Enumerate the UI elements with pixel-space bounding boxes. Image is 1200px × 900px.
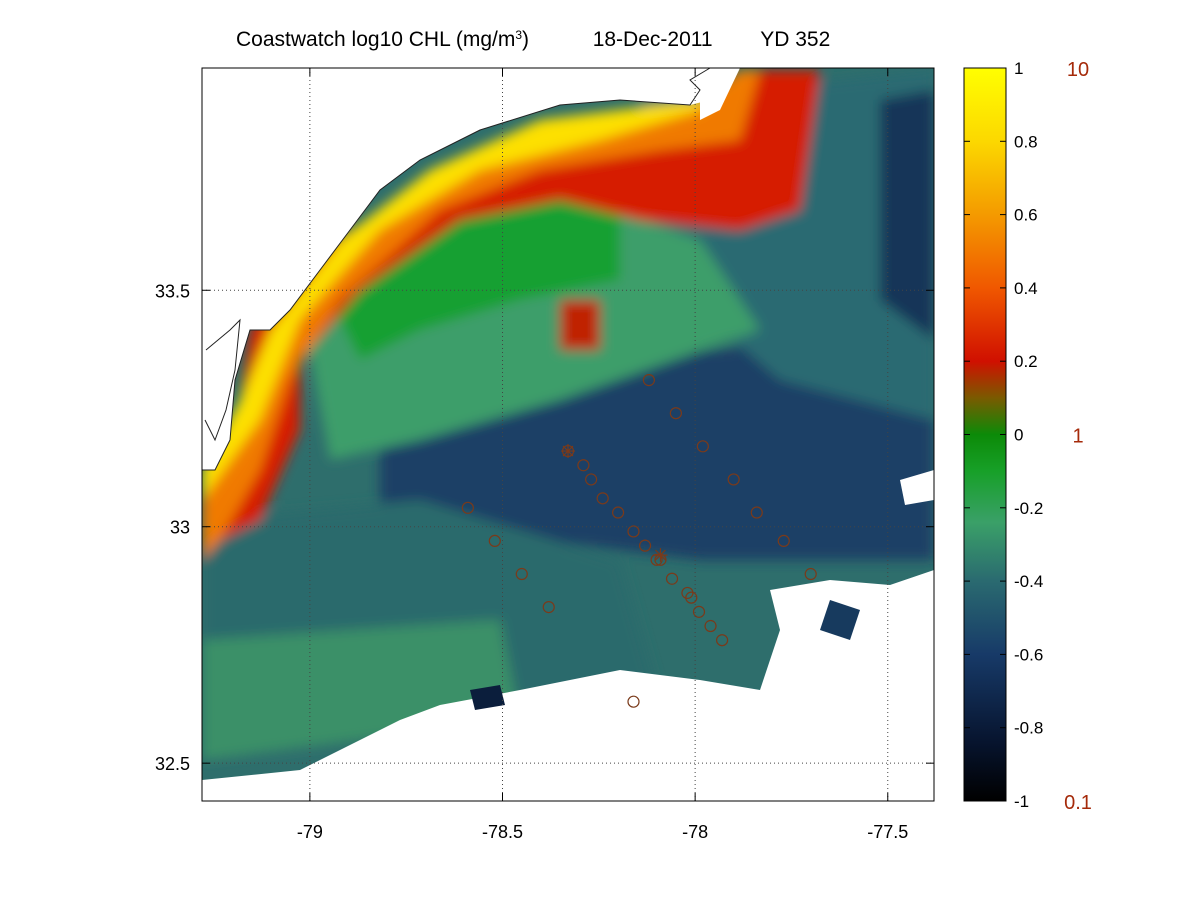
station-marker [611,506,625,519]
station-star-marker [653,548,668,563]
colorbar-tick-label: 1 [1014,59,1023,78]
lat-tick-label: 33.5 [155,281,190,301]
station-marker [704,619,717,633]
station-marker [777,534,790,548]
colorbar-tick-label: 0.4 [1014,279,1038,298]
station-marker [638,539,652,552]
station-marker [716,634,729,647]
lon-tick-label: -78 [682,822,708,842]
colorbar-ticks: 1 0.8 0.6 0.4 0.2 0 -0.2 -0.4 -0.6 -0.8 -1 10 1 0.1 [964,59,1092,814]
chart-title: Coastwatch log10 CHL (mg/m3) 18-Dec-2011… [236,28,830,52]
station-marker [542,601,555,614]
lat-tick-label: 32.5 [155,754,190,774]
station-marker [804,567,817,581]
station-marker [627,525,640,538]
colorbar-tick-label: -0.8 [1014,719,1043,738]
station-marker [627,695,640,708]
axis-tick-labels: -79 -78.5 -78 -77.5 33.5 33 32.5 [155,281,908,842]
station-marker [461,501,474,514]
station-marker [750,506,763,519]
station-marker [696,440,709,453]
title-main: Coastwatch log10 CHL (mg/m3) [236,28,530,51]
map-frame [201,67,935,802]
station-marker [685,591,698,604]
colorbar-tick-label: -0.4 [1014,572,1043,591]
station-markers [461,374,817,708]
lat-tick-label: 33 [170,518,190,538]
colorbar-chl-label: 10 [1067,59,1089,81]
colorbar-tick-label: 0.6 [1014,206,1038,225]
coastline [202,67,711,471]
lon-tick-label: -79 [297,822,323,842]
colorbar-chl-label: 1 [1072,426,1083,448]
station-marker [585,473,598,486]
title-yearday: YD 352 [760,28,831,51]
station-marker [650,553,663,566]
lon-tick-label: -77.5 [867,822,908,842]
station-star-marker [561,444,575,459]
colorbar-tick-label: -0.6 [1014,645,1043,664]
station-marker [488,534,501,548]
coastline-bay [204,318,241,442]
lon-tick-label: -78.5 [482,822,523,842]
colorbar-tick-label: -1 [1014,792,1029,811]
station-marker [515,567,528,581]
station-marker [727,473,740,486]
station-marker [665,572,679,585]
station-marker [642,374,656,387]
colorbar-tick-label: -0.2 [1014,499,1043,518]
colorbar-chl-label: 0.1 [1064,792,1092,814]
chlorophyll-raster [202,68,934,801]
title-date: 18-Dec-2011 [592,28,713,51]
station-marker [596,492,609,505]
colorbar [963,67,1007,802]
colorbar-tick-label: 0.8 [1014,132,1038,151]
station-marker [577,459,590,472]
station-marker [669,407,682,420]
colorbar-tick-label: 0.2 [1014,352,1038,371]
colorbar-tick-label: 0 [1014,426,1023,445]
map-gridlines [202,68,934,801]
station-marker [692,605,706,618]
